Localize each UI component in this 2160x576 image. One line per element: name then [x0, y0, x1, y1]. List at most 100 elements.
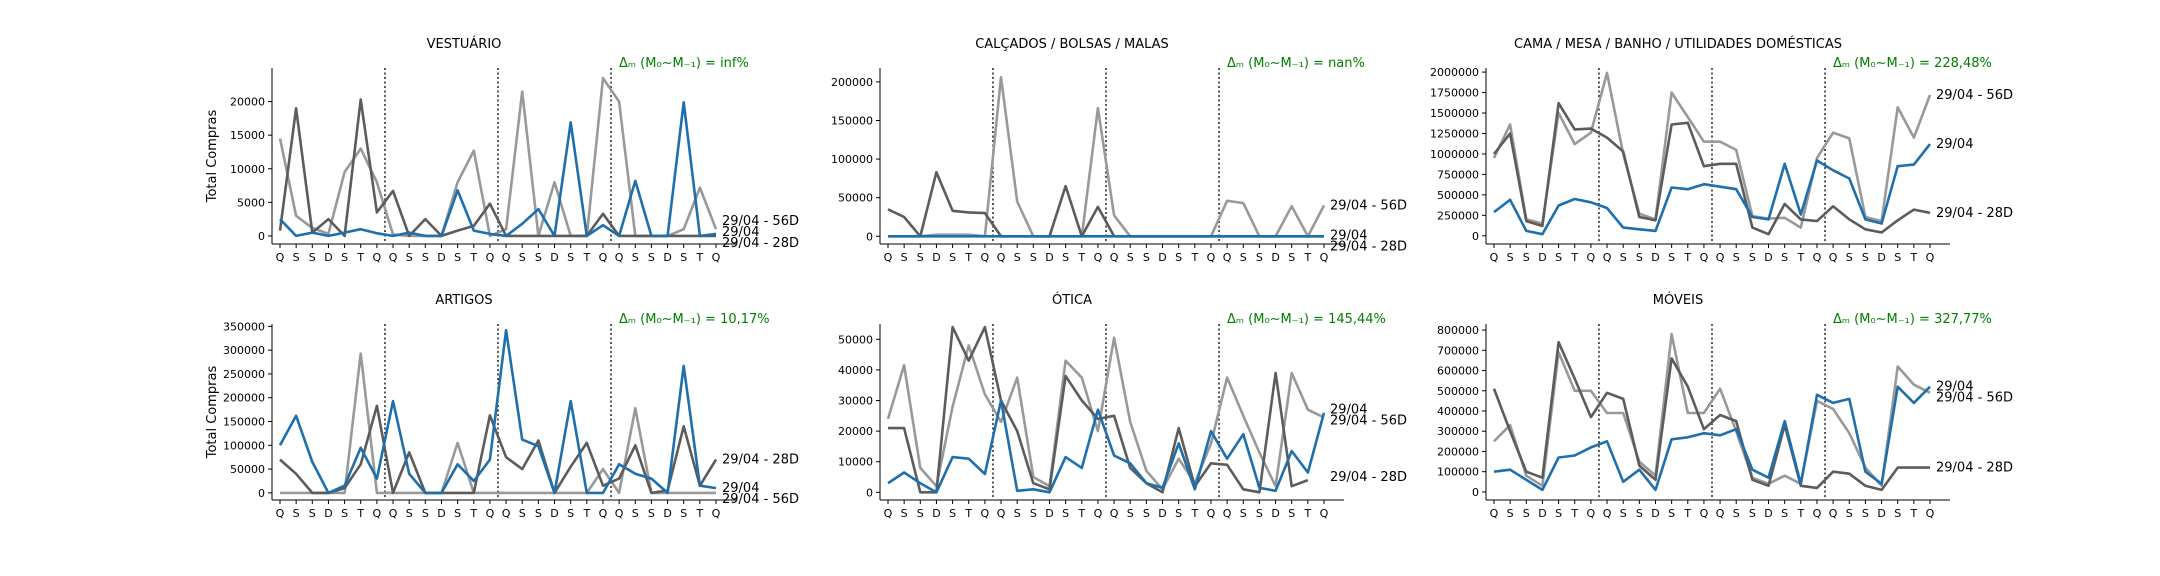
x-tick-label: Q	[997, 251, 1006, 264]
x-tick-label: S	[1620, 507, 1627, 520]
chart-panel-moveis: MÓVEIS 0 100000 200000 300000 400000 500000 600…	[1437, 292, 2013, 520]
x-tick-label: Q	[1700, 507, 1709, 520]
delta-annotation: Δₘ (M₀~M₋₁) = 145,44%	[1227, 312, 1386, 327]
x-tick-label: S	[648, 507, 655, 520]
series-end-label: 29/04 - 28D	[1936, 206, 2013, 221]
y-tick-label: 30000	[838, 395, 873, 408]
x-tick-label: T	[1909, 507, 1917, 520]
x-tick-label: S	[293, 251, 300, 264]
x-tick-label: S	[1523, 507, 1530, 520]
x-tick-label: S	[1240, 507, 1247, 520]
y-tick-label: 50000	[838, 333, 873, 346]
x-tick-label: S	[1014, 507, 1021, 520]
x-tick-label: S	[1127, 251, 1134, 264]
x-tick-label: D	[1158, 251, 1166, 264]
x-tick-label: S	[1733, 507, 1740, 520]
x-tick-label: D	[1158, 507, 1166, 520]
x-tick-label: D	[932, 507, 940, 520]
x-tick-label: Q	[1603, 507, 1612, 520]
x-tick-label: T	[469, 507, 477, 520]
x-tick-label: Q	[712, 507, 721, 520]
chart-panel-vestuario: VESTUÁRIO 0 5000 10000 15000 20000 Total Compr…	[205, 36, 799, 264]
series-line-29-04	[278, 328, 717, 495]
y-tick-label: 100000	[223, 439, 265, 452]
x-tick-label: S	[1862, 251, 1869, 264]
chart-panel-artigos: ARTIGOS 0 50000 100000 150000 200000 250000 300…	[205, 293, 799, 520]
x-tick-label: T	[469, 251, 477, 264]
x-tick-label: Q	[1094, 507, 1103, 520]
x-tick-label: S	[1894, 507, 1901, 520]
y-tick-label: 0	[866, 230, 873, 243]
x-tick-label: S	[680, 251, 687, 264]
x-tick-label: T	[964, 251, 972, 264]
x-tick-label: Q	[1490, 251, 1499, 264]
x-tick-label: D	[663, 251, 671, 264]
chart-title: ÓTICA	[1052, 292, 1092, 308]
x-tick-label: Q	[486, 251, 495, 264]
x-tick-label: S	[1507, 507, 1514, 520]
x-tick-label: S	[1030, 251, 1037, 264]
x-tick-label: Q	[1587, 251, 1596, 264]
y-tick-label: 300000	[223, 344, 265, 357]
x-tick-label: S	[519, 251, 526, 264]
series-end-label: 29/04	[1936, 380, 1973, 395]
x-tick-label: D	[1271, 251, 1279, 264]
x-tick-label: D	[1877, 251, 1885, 264]
x-tick-label: S	[1175, 251, 1182, 264]
x-tick-label: S	[567, 251, 574, 264]
x-tick-label: T	[356, 507, 364, 520]
x-tick-label: S	[1030, 507, 1037, 520]
y-tick-label: 0	[866, 486, 873, 499]
x-tick-label: S	[680, 507, 687, 520]
x-tick-label: T	[582, 251, 590, 264]
series-line-29-04-56d	[1492, 71, 1932, 229]
x-tick-label: S	[1781, 251, 1788, 264]
x-tick-label: T	[1190, 507, 1198, 520]
y-tick-label: 750000	[1437, 168, 1479, 181]
x-tick-label: S	[949, 507, 956, 520]
x-tick-label: Q	[1223, 251, 1232, 264]
x-tick-label: Q	[1320, 251, 1329, 264]
y-tick-label: 40000	[838, 364, 873, 377]
x-tick-label: Q	[1813, 251, 1822, 264]
chart-title: VESTUÁRIO	[427, 36, 502, 52]
x-tick-label: Q	[712, 251, 721, 264]
x-tick-label: S	[1846, 507, 1853, 520]
x-tick-label: D	[437, 507, 445, 520]
x-tick-label: S	[422, 507, 429, 520]
delta-annotation: Δₘ (M₀~M₋₁) = nan%	[1227, 56, 1365, 71]
x-tick-label: S	[1749, 507, 1756, 520]
x-tick-label: S	[1894, 251, 1901, 264]
series-end-label: 29/04 - 28D	[722, 453, 799, 468]
delta-annotation: Δₘ (M₀~M₋₁) = 228,48%	[1833, 56, 1992, 71]
y-tick-label: 5000	[237, 196, 265, 209]
x-tick-label: D	[1045, 251, 1053, 264]
y-tick-label: 400000	[1437, 405, 1479, 418]
series-end-label: 29/04 - 56D	[1936, 88, 2013, 103]
x-tick-label: S	[1523, 251, 1530, 264]
series-end-label: 29/04 - 56D	[722, 492, 799, 507]
x-tick-label: S	[1062, 251, 1069, 264]
x-tick-label: S	[535, 251, 542, 264]
y-tick-label: 20000	[230, 96, 265, 109]
x-tick-label: S	[1668, 251, 1675, 264]
chart-title: CAMA / MESA / BANHO / UTILIDADES DOMÉSTI…	[1514, 36, 1842, 52]
chart-title: MÓVEIS	[1653, 292, 1703, 308]
x-tick-label: T	[1077, 507, 1085, 520]
x-tick-label: S	[1555, 251, 1562, 264]
x-tick-label: Q	[1813, 507, 1822, 520]
y-tick-label: 100000	[1437, 466, 1479, 479]
series-end-label: 29/04	[1936, 137, 1973, 152]
x-tick-label: Q	[1926, 507, 1935, 520]
x-tick-label: Q	[502, 251, 511, 264]
series-line-29-04-56d	[888, 76, 1326, 238]
x-tick-label: T	[1077, 251, 1085, 264]
x-tick-label: S	[1288, 507, 1295, 520]
x-tick-label: S	[917, 507, 924, 520]
chart-panel-calcados-bolsas-malas: CALÇADOS / BOLSAS / MALAS 0 50000 100000 150…	[831, 37, 1407, 264]
x-tick-label: D	[663, 507, 671, 520]
series-line-29-04-28d	[888, 325, 1309, 494]
x-tick-label: Q	[1094, 251, 1103, 264]
y-tick-label: 150000	[223, 416, 265, 429]
x-tick-label: D	[1538, 507, 1546, 520]
